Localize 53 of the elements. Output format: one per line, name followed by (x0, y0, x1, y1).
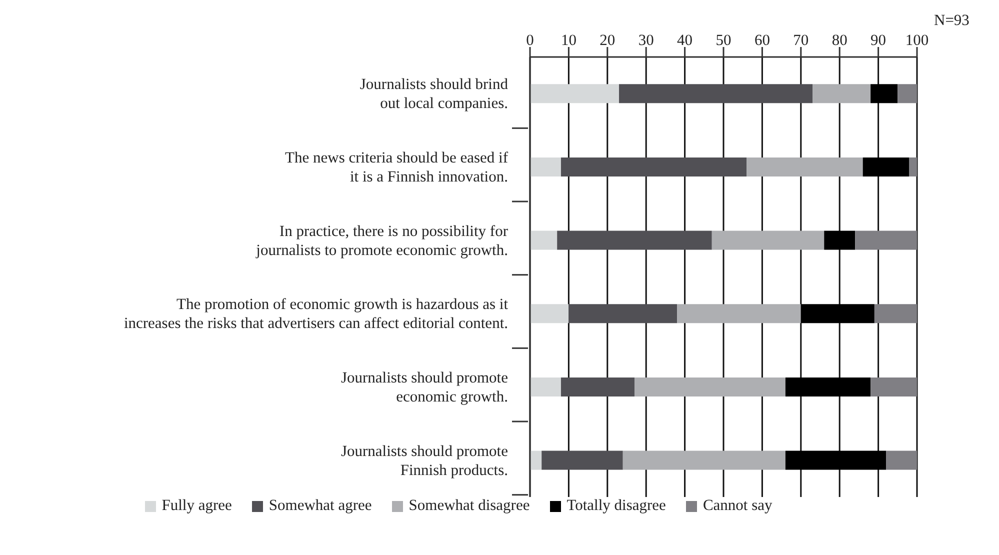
bar (909, 157, 917, 176)
y-tick-label: The promotion of economic growth is hazardous as it increases the risks that advertisers can affect editorial content. (124, 296, 509, 332)
x-tick-label: 80 (832, 32, 848, 49)
bar (886, 450, 917, 470)
bar (812, 84, 871, 104)
bar (542, 450, 623, 470)
bar (530, 230, 558, 250)
bar (568, 304, 678, 324)
bar (530, 377, 561, 396)
bar (557, 230, 712, 250)
x-tick-label: 100 (905, 32, 929, 49)
bar (824, 230, 856, 250)
legend-label: Somewhat disagree (408, 497, 530, 515)
bar (530, 304, 569, 324)
bar (870, 377, 917, 396)
legend-label: Cannot say (702, 497, 772, 515)
y-tick-label: The news criteria should be eased if it is a Finnish innovation. (285, 150, 509, 186)
x-tick-label: 0 (526, 32, 534, 49)
bar (746, 157, 863, 176)
bar (634, 377, 786, 396)
x-tick-label: 40 (677, 32, 693, 49)
x-tick-label: 50 (716, 32, 732, 49)
bar (874, 304, 917, 324)
legend-label: Somewhat agree (268, 497, 372, 515)
legend-label: Totally disagree (566, 497, 666, 515)
bar (619, 84, 813, 104)
y-tick-label: Journalists should brind out local companies. (360, 76, 508, 112)
bar (855, 230, 917, 250)
bar (560, 377, 634, 396)
bar (530, 157, 561, 176)
bar (898, 84, 917, 104)
x-tick-label: 70 (793, 32, 809, 49)
y-tick-label: Journalists should promote Finnish products. (340, 442, 508, 479)
y-tick-label: Journalists should promote economic growth. (340, 370, 508, 406)
x-tick-label: 10 (560, 32, 577, 49)
bar (622, 450, 786, 470)
bar (677, 304, 801, 324)
legend-label: Fully agree (160, 497, 232, 515)
x-tick-label: 30 (638, 32, 654, 49)
x-tick-label: 90 (870, 32, 886, 49)
text: N=93 (934, 12, 970, 30)
y-tick-label: In practice, there is no possibility for journalists to promote economic growth. (255, 222, 509, 259)
bar (530, 450, 542, 470)
bar (800, 304, 874, 324)
bar (785, 377, 871, 396)
bar (712, 230, 824, 250)
x-tick-label: 20 (600, 32, 616, 49)
bar (870, 84, 898, 104)
bar (530, 84, 620, 104)
bar (785, 450, 886, 470)
bar (862, 157, 910, 176)
bar (560, 157, 747, 176)
x-tick-label: 60 (754, 32, 770, 49)
